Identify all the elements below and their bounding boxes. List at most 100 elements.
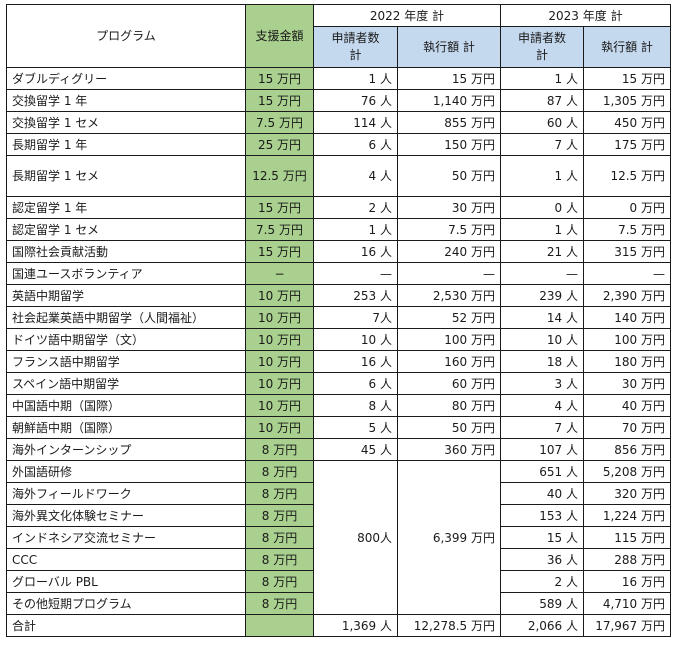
applicants-2022: 1 人: [313, 218, 398, 241]
applicants-2023: 60 人: [500, 111, 584, 134]
applicants-2023: 3 人: [500, 372, 584, 395]
header-applicants-2023: 申請者数計: [500, 26, 584, 68]
applicants-2023: 15 人: [500, 526, 584, 549]
executed-2022: 60 万円: [397, 372, 501, 395]
executed-2023: 856 万円: [583, 438, 671, 461]
applicants-2023: 4 人: [500, 394, 584, 417]
program-name: フランス語中期留学: [6, 350, 246, 373]
executed-2022: 15 万円: [397, 67, 501, 90]
executed-2022: —: [397, 262, 501, 285]
executed-2023: 40 万円: [583, 394, 671, 417]
support-amount: 25 万円: [245, 133, 314, 156]
applicants-2023: 1 人: [500, 67, 584, 90]
table-row: 長期留学 1 セメ 12.5 万円 4 人 50 万円 1 人 12.5 万円: [6, 155, 671, 197]
executed-2023: 315 万円: [583, 240, 671, 263]
applicants-2022: 5 人: [313, 416, 398, 439]
support-amount: 7.5 万円: [245, 111, 314, 134]
header-applicants-text: 計: [349, 48, 362, 62]
support-amount: 8 万円: [245, 548, 314, 571]
table-row: ドイツ語中期留学（文） 10 万円 10 人 100 万円 10 人 100 万円: [6, 328, 671, 351]
executed-2023: 320 万円: [583, 482, 671, 505]
executed-2023: 180 万円: [583, 350, 671, 373]
program-name: 認定留学 1 セメ: [6, 218, 246, 241]
executed-2023: 100 万円: [583, 328, 671, 351]
program-name: 朝鮮語中期（国際）: [6, 416, 246, 439]
program-name: ダブルディグリー: [6, 67, 246, 90]
executed-2022: 50 万円: [397, 416, 501, 439]
executed-2022: 1,140 万円: [397, 89, 501, 112]
table-row: 外国語研修 8 万円 800人 6,399 万円 651 人 5,208 万円: [6, 460, 671, 615]
table-row: インドネシア交流セミナー 8 万円 15 人 115 万円: [6, 526, 671, 549]
applicants-2023: 10 人: [500, 328, 584, 351]
applicants-2023: 239 人: [500, 284, 584, 307]
table-row: その他短期プログラム 8 万円 589 人 4,710 万円: [6, 592, 671, 615]
table-row: スペイン語中期留学 10 万円 6 人 60 万円 3 人 30 万円: [6, 372, 671, 395]
program-name: CCC: [6, 548, 246, 571]
executed-2023: 7.5 万円: [583, 218, 671, 241]
support-amount: 8 万円: [245, 592, 314, 615]
table-row: ダブルディグリー 15 万円 1 人 15 万円 1 人 15 万円: [6, 67, 671, 90]
applicants-2023: 18 人: [500, 350, 584, 373]
applicants-2022: 7人: [313, 306, 398, 329]
applicants-2023: 153 人: [500, 504, 584, 527]
program-name: 中国語中期（国際）: [6, 394, 246, 417]
support-amount: 10 万円: [245, 328, 314, 351]
program-name: インドネシア交流セミナー: [6, 526, 246, 549]
applicants-2022: 16 人: [313, 240, 398, 263]
table-row: 朝鮮語中期（国際） 10 万円 5 人 50 万円 7 人 70 万円: [6, 416, 671, 439]
program-name: その他短期プログラム: [6, 592, 246, 615]
applicants-2023: 87 人: [500, 89, 584, 112]
applicants-2022-merged: 800人: [313, 460, 398, 615]
support-amount: 8 万円: [245, 504, 314, 527]
table-row: 長期留学 1 年 25 万円 6 人 150 万円 7 人 175 万円: [6, 133, 671, 156]
executed-2023: 1,224 万円: [583, 504, 671, 527]
header-program: プログラム: [6, 4, 246, 68]
program-name: 国際社会貢献活動: [6, 240, 246, 263]
program-name: グローバル PBL: [6, 570, 246, 593]
support-amount: 15 万円: [245, 240, 314, 263]
table-row: 国際社会貢献活動 15 万円 16 人 240 万円 21 人 315 万円: [6, 240, 671, 263]
program-name: 英語中期留学: [6, 284, 246, 307]
executed-2022: 100 万円: [397, 328, 501, 351]
support-amount: 10 万円: [245, 306, 314, 329]
executed-2023: 4,710 万円: [583, 592, 671, 615]
executed-2022: 150 万円: [397, 133, 501, 156]
applicants-2023: —: [500, 262, 584, 285]
executed-2022: 52 万円: [397, 306, 501, 329]
applicants-2023: 1 人: [500, 155, 584, 197]
table-row: グローバル PBL 8 万円 2 人 16 万円: [6, 570, 671, 593]
program-name: 社会起業英語中期留学（人間福祉）: [6, 306, 246, 329]
table-row: 海外インターンシップ 8 万円 45 人 360 万円 107 人 856 万円: [6, 438, 671, 461]
applicants-2023: 651 人: [500, 460, 584, 483]
executed-2023: 288 万円: [583, 548, 671, 571]
applicants-2022: 6 人: [313, 372, 398, 395]
support-amount: 10 万円: [245, 416, 314, 439]
support-amount: 10 万円: [245, 372, 314, 395]
table-row: CCC 8 万円 36 人 288 万円: [6, 548, 671, 571]
support-amount: 8 万円: [245, 460, 314, 483]
executed-2022: 2,530 万円: [397, 284, 501, 307]
total-applicants-2023: 2,066 人: [500, 614, 584, 637]
applicants-2023: 7 人: [500, 416, 584, 439]
table-row: 交換留学 1 年 15 万円 76 人 1,140 万円 87 人 1,305 万円: [6, 89, 671, 112]
applicants-2022: —: [313, 262, 398, 285]
table-row: 認定留学 1 セメ 7.5 万円 1 人 7.5 万円 1 人 7.5 万円: [6, 218, 671, 241]
total-support: [245, 614, 314, 637]
executed-2022: 360 万円: [397, 438, 501, 461]
applicants-2023: 7 人: [500, 133, 584, 156]
applicants-2022: 1 人: [313, 67, 398, 90]
total-label: 合計: [6, 614, 246, 637]
applicants-2023: 40 人: [500, 482, 584, 505]
table-row: 国連ユースボランティア − — — — —: [6, 262, 671, 285]
applicants-2022: 45 人: [313, 438, 398, 461]
executed-2023: 140 万円: [583, 306, 671, 329]
executed-2022: 50 万円: [397, 155, 501, 197]
applicants-2023: 1 人: [500, 218, 584, 241]
program-name: 外国語研修: [6, 460, 246, 483]
executed-2023: 30 万円: [583, 372, 671, 395]
executed-2022: 855 万円: [397, 111, 501, 134]
executed-2023: 70 万円: [583, 416, 671, 439]
applicants-2022: 114 人: [313, 111, 398, 134]
total-executed-2022: 12,278.5 万円: [397, 614, 501, 637]
applicants-2023: 14 人: [500, 306, 584, 329]
